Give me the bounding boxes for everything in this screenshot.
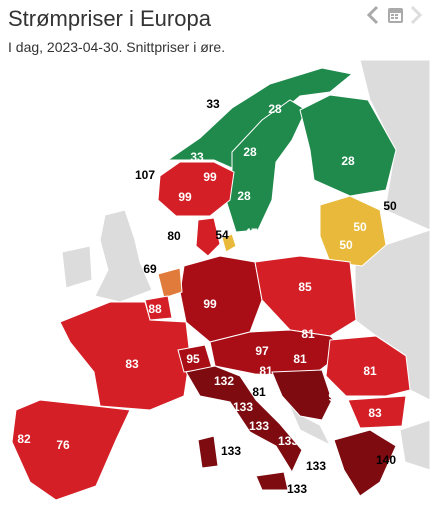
price-label: 28 xyxy=(341,154,355,168)
price-label: 99 xyxy=(203,170,217,184)
price-label: 82 xyxy=(17,432,31,446)
map xyxy=(11,59,430,501)
price-label: 28 xyxy=(268,102,282,116)
calendar-button[interactable] xyxy=(388,8,403,23)
price-label: 81 xyxy=(301,327,315,341)
price-label: 81 xyxy=(363,364,377,378)
price-label: 133 xyxy=(233,400,253,414)
prev-button[interactable] xyxy=(366,5,379,25)
price-label: 81 xyxy=(255,315,269,329)
price-label: 28 xyxy=(237,189,251,203)
price-label: 132 xyxy=(214,374,234,388)
price-label: 47 xyxy=(244,226,258,240)
price-label: 133 xyxy=(278,434,298,448)
price-label: 76 xyxy=(56,438,70,452)
price-label: 50 xyxy=(339,238,353,252)
price-label: 95 xyxy=(186,352,200,366)
price-label: 133 xyxy=(306,459,326,473)
price-label: 88 xyxy=(148,302,162,316)
subtitle: I dag, 2023-04-30. Snittpriser i øre. xyxy=(8,39,225,55)
price-label: 50 xyxy=(383,199,397,213)
next-button[interactable] xyxy=(410,5,423,25)
price-label: 133 xyxy=(221,444,241,458)
price-label: 80 xyxy=(167,229,181,243)
price-label: 85 xyxy=(298,280,312,294)
price-label: 81 xyxy=(252,385,266,399)
price-label: 140 xyxy=(376,453,396,467)
title: Strømpriser i Europa xyxy=(8,6,212,31)
price-label: 28 xyxy=(243,145,257,159)
price-label: 99 xyxy=(203,297,217,311)
price-label: 99 xyxy=(178,190,192,204)
price-label: 133 xyxy=(287,482,307,496)
price-label: 97 xyxy=(255,344,269,358)
price-label: 98 xyxy=(328,390,342,404)
price-label: 81 xyxy=(293,352,307,366)
price-label: 83 xyxy=(125,357,139,371)
nav-icons xyxy=(366,5,423,25)
price-label: 133 xyxy=(249,419,269,433)
price-label: 81 xyxy=(259,364,273,378)
price-label: 54 xyxy=(215,228,229,242)
price-label: 50 xyxy=(353,220,367,234)
price-label: 107 xyxy=(135,168,155,182)
price-label: 83 xyxy=(368,406,382,420)
price-label: 33 xyxy=(206,97,220,111)
price-label: 69 xyxy=(143,262,157,276)
price-label: 33 xyxy=(190,150,204,164)
